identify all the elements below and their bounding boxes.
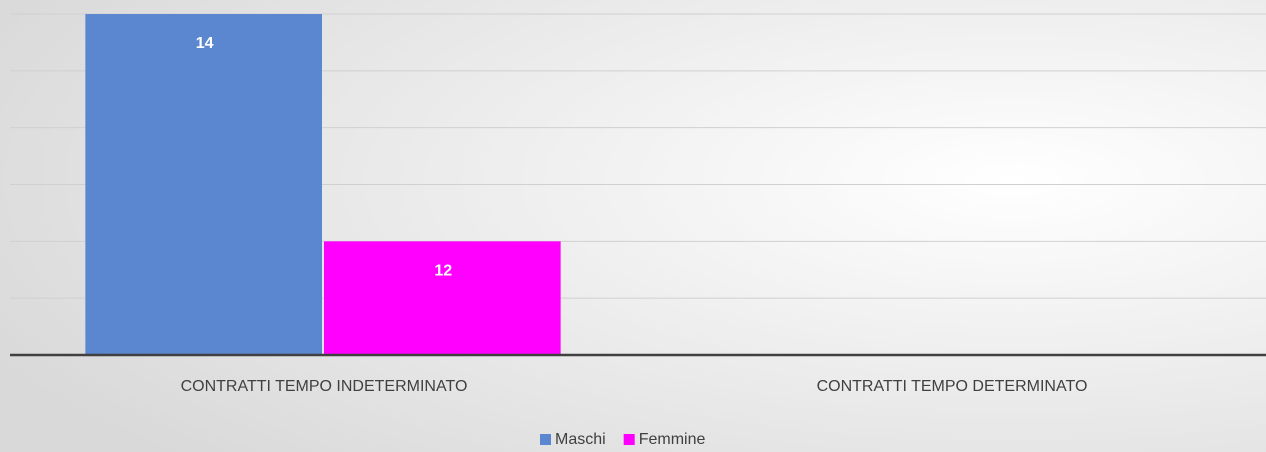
legend-label: Maschi (555, 431, 606, 448)
x-tick-label: CONTRATTI TEMPO INDETERMINATO (181, 378, 468, 395)
legend-swatch (540, 434, 551, 445)
x-tick-label: CONTRATTI TEMPO DETERMINATO (817, 378, 1088, 395)
data-label: 14 (196, 35, 214, 52)
bar (85, 14, 322, 355)
bar (324, 241, 561, 355)
data-label: 12 (434, 263, 452, 280)
legend-swatch (623, 434, 635, 445)
legend-label: Femmine (639, 431, 706, 448)
legend: Maschi Femmine (540, 431, 705, 448)
